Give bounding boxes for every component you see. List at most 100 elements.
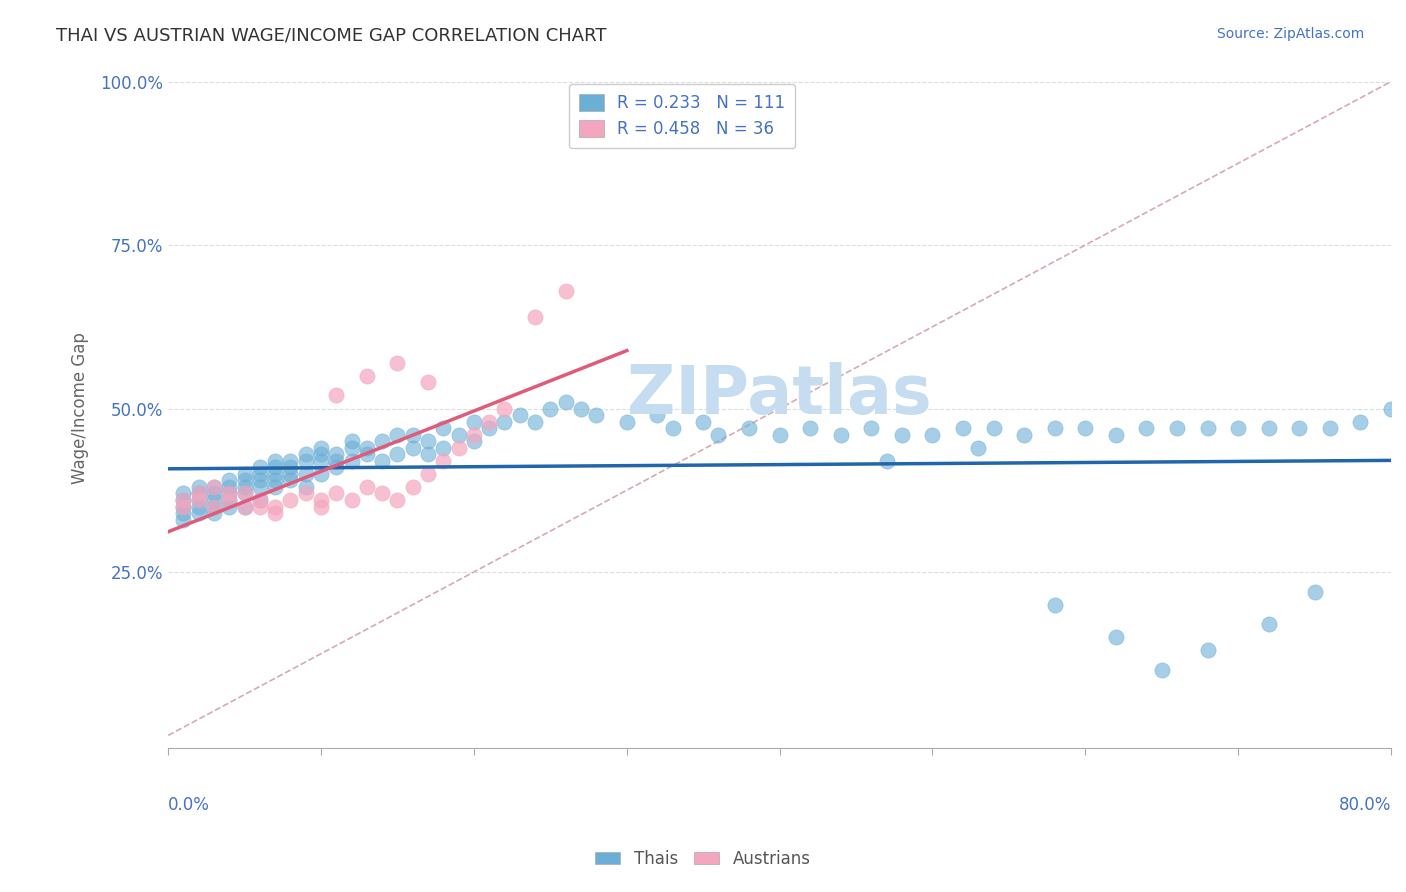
Point	[707, 427, 730, 442]
Point	[173, 486, 195, 500]
Point	[340, 454, 363, 468]
Point	[187, 486, 209, 500]
Point	[692, 415, 714, 429]
Point	[387, 447, 409, 461]
Point	[356, 447, 378, 461]
Point	[661, 421, 683, 435]
Point	[952, 421, 974, 435]
Point	[202, 486, 225, 500]
Point	[340, 441, 363, 455]
Point	[309, 454, 332, 468]
Point	[1350, 415, 1372, 429]
Point	[233, 467, 256, 481]
Point	[432, 454, 454, 468]
Point	[921, 427, 943, 442]
Point	[249, 474, 271, 488]
Point	[1043, 598, 1066, 612]
Point	[876, 454, 898, 468]
Point	[478, 421, 501, 435]
Point	[463, 434, 485, 449]
Point	[249, 467, 271, 481]
Point	[264, 454, 287, 468]
Point	[218, 493, 240, 508]
Point	[554, 284, 576, 298]
Point	[1379, 401, 1402, 416]
Point	[187, 486, 209, 500]
Point	[1166, 421, 1188, 435]
Point	[233, 486, 256, 500]
Point	[416, 467, 439, 481]
Point	[294, 454, 316, 468]
Text: Source: ZipAtlas.com: Source: ZipAtlas.com	[1216, 27, 1364, 41]
Point	[340, 493, 363, 508]
Point	[280, 493, 302, 508]
Text: ZIPatlas: ZIPatlas	[627, 362, 932, 428]
Point	[280, 467, 302, 481]
Point	[402, 441, 425, 455]
Point	[325, 454, 347, 468]
Point	[249, 480, 271, 494]
Point	[218, 474, 240, 488]
Point	[463, 427, 485, 442]
Point	[202, 493, 225, 508]
Point	[387, 493, 409, 508]
Point	[494, 415, 516, 429]
Point	[447, 441, 470, 455]
Point	[983, 421, 1005, 435]
Point	[432, 421, 454, 435]
Point	[416, 447, 439, 461]
Point	[1257, 421, 1279, 435]
Point	[860, 421, 883, 435]
Point	[325, 486, 347, 500]
Point	[387, 356, 409, 370]
Point	[294, 467, 316, 481]
Text: 80.0%: 80.0%	[1339, 796, 1391, 814]
Point	[1043, 421, 1066, 435]
Point	[294, 486, 316, 500]
Point	[1319, 421, 1341, 435]
Point	[387, 427, 409, 442]
Point	[494, 401, 516, 416]
Point	[264, 467, 287, 481]
Point	[1105, 427, 1128, 442]
Point	[309, 467, 332, 481]
Point	[187, 493, 209, 508]
Point	[738, 421, 761, 435]
Point	[202, 480, 225, 494]
Point	[218, 493, 240, 508]
Point	[294, 447, 316, 461]
Point	[264, 500, 287, 514]
Point	[1135, 421, 1157, 435]
Point	[264, 480, 287, 494]
Point	[585, 408, 607, 422]
Point	[890, 427, 912, 442]
Point	[202, 500, 225, 514]
Point	[432, 441, 454, 455]
Point	[173, 493, 195, 508]
Point	[509, 408, 531, 422]
Text: 0.0%: 0.0%	[169, 796, 209, 814]
Point	[264, 460, 287, 475]
Point	[218, 486, 240, 500]
Point	[616, 415, 638, 429]
Point	[416, 376, 439, 390]
Point	[371, 486, 394, 500]
Point	[463, 415, 485, 429]
Point	[233, 486, 256, 500]
Point	[280, 474, 302, 488]
Point	[309, 493, 332, 508]
Point	[325, 460, 347, 475]
Point	[647, 408, 669, 422]
Point	[249, 500, 271, 514]
Point	[447, 427, 470, 442]
Point	[356, 368, 378, 383]
Point	[233, 500, 256, 514]
Point	[554, 395, 576, 409]
Point	[478, 415, 501, 429]
Point	[524, 415, 547, 429]
Point	[569, 401, 592, 416]
Point	[967, 441, 990, 455]
Point	[1197, 643, 1219, 657]
Point	[294, 480, 316, 494]
Legend: Thais, Austrians: Thais, Austrians	[589, 844, 817, 875]
